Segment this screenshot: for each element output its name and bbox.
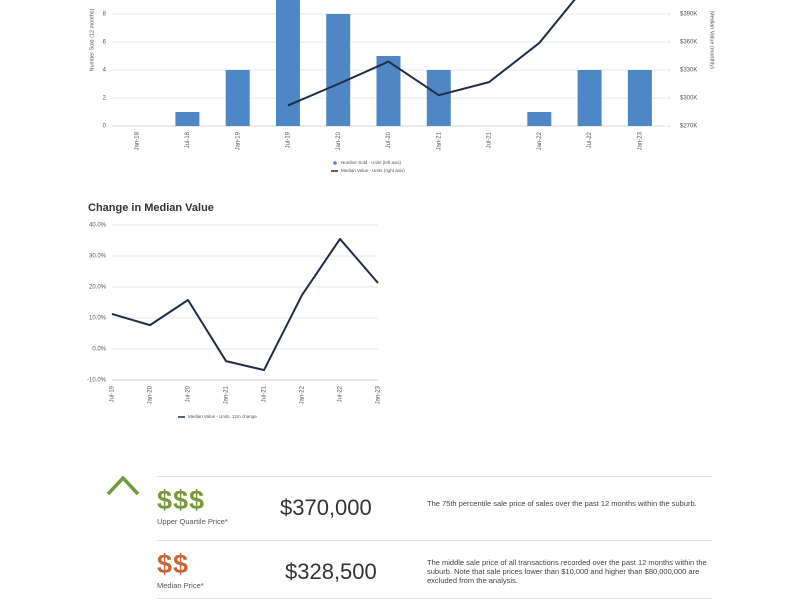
legend-swatch <box>333 161 337 165</box>
x-tick-label: Jan-20 <box>336 131 342 150</box>
chart-title: Change in Median Value <box>88 202 214 214</box>
legend-label: Median Value - Units (right axis) <box>341 168 405 173</box>
price-symbol: $$ <box>157 549 190 579</box>
y-tick-label: 10.0% <box>89 316 107 322</box>
x-tick-label: Jan-21 <box>436 131 442 150</box>
y-axis-label: Number Sold (12 months) <box>89 8 95 71</box>
price-arrow <box>106 475 140 600</box>
x-tick-label: Jul-21 <box>487 131 493 148</box>
plot-area <box>175 0 652 126</box>
bar <box>527 112 552 126</box>
x-tick-label: Jul-19 <box>286 131 292 148</box>
line <box>111 237 379 372</box>
line <box>287 0 576 107</box>
y2-tick-label: $360K <box>680 40 697 46</box>
y-tick-label: 20.0% <box>89 285 107 291</box>
x-tick-label: Jul-19 <box>110 385 116 402</box>
legend-label: Number Sold - Units (left axis) <box>341 160 402 165</box>
y2-axis-label: Median Value (monthly) <box>709 11 715 69</box>
y-tick-label: 30.0% <box>89 254 107 260</box>
y2-tick-label: $330K <box>680 68 697 74</box>
x-tick-label: Jan-23 <box>637 131 643 150</box>
divider <box>157 598 712 599</box>
bar <box>175 112 200 126</box>
x-tick-label: Jul-21 <box>262 385 268 402</box>
y2-tick-label: $300K <box>680 96 697 102</box>
price-description: The middle sale price of all transaction… <box>427 558 707 585</box>
y-tick-label: -10.0% <box>87 378 107 384</box>
x-tick-label: Jul-22 <box>587 131 593 148</box>
x-tick-label: Jul-20 <box>386 131 392 148</box>
y-tick-label: 40.0% <box>89 223 107 229</box>
x-tick-label: Jul-20 <box>186 385 192 402</box>
y2-tick-label: $390K <box>680 12 697 18</box>
price-label: Upper Quartile Price* <box>157 517 228 526</box>
legend-label: Median Value - Units, 12m change <box>188 414 257 419</box>
chart: Change in Median Value -10.0% 0.0% 10.0% 20.… <box>87 202 382 419</box>
y-tick-label: 0.0% <box>92 347 106 353</box>
x-tick-label: Jul-18 <box>185 131 191 148</box>
y2-tick-label: $270K <box>680 124 697 130</box>
x-tick-label: Jan-22 <box>537 131 543 150</box>
price-value: $370,000 <box>280 495 372 520</box>
bar <box>577 70 602 126</box>
x-tick-label: Jan-23 <box>376 385 382 404</box>
bar <box>326 14 351 126</box>
x-tick-label: Jan-19 <box>235 131 241 150</box>
bar <box>627 70 652 126</box>
x-tick-label: Jan-18 <box>135 131 141 150</box>
bar <box>225 70 250 126</box>
bar <box>426 70 451 126</box>
x-tick-label: Jul-22 <box>338 385 344 402</box>
divider <box>157 476 712 477</box>
y-tick-label: 2 <box>103 96 107 102</box>
y-tick-label: 0 <box>103 124 107 130</box>
y-tick-label: 8 <box>103 12 107 18</box>
price-label: Median Price* <box>157 581 204 590</box>
plot-area <box>111 237 379 372</box>
price-value: $328,500 <box>285 559 377 584</box>
y-tick-label: 6 <box>103 40 107 46</box>
bar <box>275 0 300 126</box>
x-tick-label: Jan-20 <box>148 385 154 404</box>
x-tick-label: Jan-22 <box>300 385 306 404</box>
divider <box>157 540 712 541</box>
y-tick-label: 4 <box>103 68 107 74</box>
price-symbol: $$$ <box>157 485 206 515</box>
chart: 0 2 4 6 8 $270K $300K $330K $360K $390K Number Sol… <box>89 0 715 173</box>
x-tick-label: Jan-21 <box>224 385 230 404</box>
price-description: The 75th percentile sale price of sales … <box>427 499 697 508</box>
